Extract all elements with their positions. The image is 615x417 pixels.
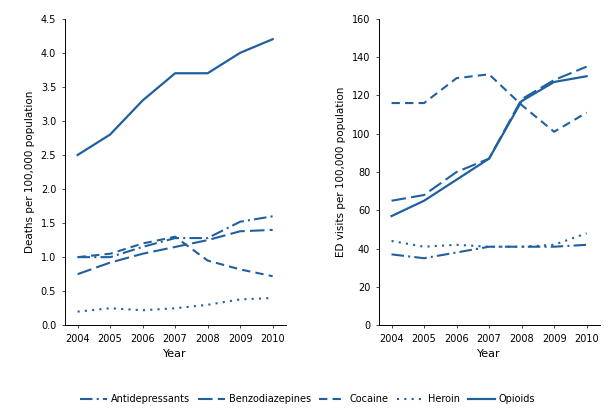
X-axis label: Year: Year (164, 349, 187, 359)
Y-axis label: ED visits per 100,000 population: ED visits per 100,000 population (336, 87, 346, 257)
Y-axis label: Deaths per 100,000 population: Deaths per 100,000 population (25, 91, 35, 253)
Legend: Antidepressants, Benzodiazepines, Cocaine, Heroin, Opioids: Antidepressants, Benzodiazepines, Cocain… (76, 390, 539, 408)
X-axis label: Year: Year (477, 349, 501, 359)
